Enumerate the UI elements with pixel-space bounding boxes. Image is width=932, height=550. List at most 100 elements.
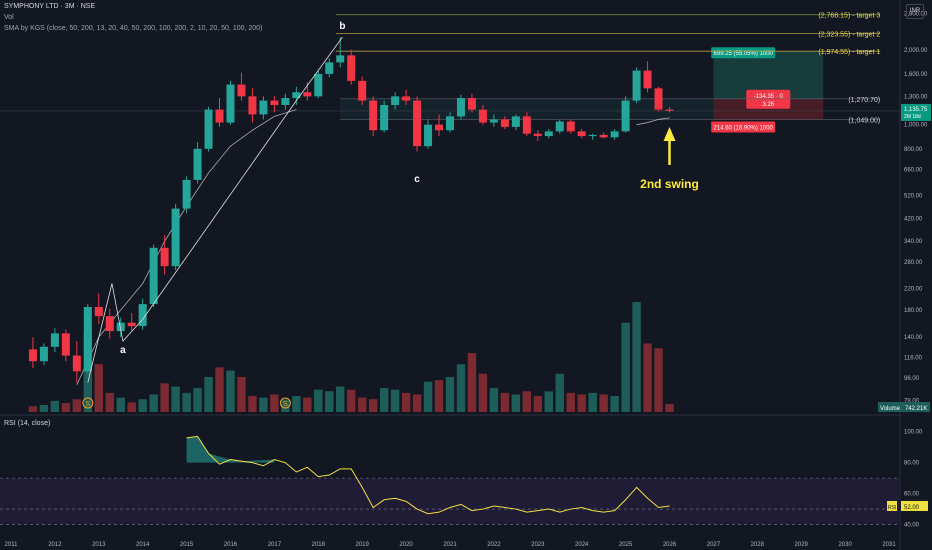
candle[interactable] xyxy=(402,96,411,101)
candle[interactable] xyxy=(555,121,564,132)
candle[interactable] xyxy=(435,124,444,131)
candle[interactable] xyxy=(83,307,92,372)
candle[interactable] xyxy=(72,355,81,372)
candle[interactable] xyxy=(654,88,663,110)
candle[interactable] xyxy=(456,98,465,117)
candle[interactable] xyxy=(413,100,422,147)
candle[interactable] xyxy=(325,62,334,74)
currency-button[interactable]: INR xyxy=(906,4,924,19)
candle[interactable] xyxy=(171,208,180,267)
volume-bar xyxy=(467,353,477,412)
volume-bar xyxy=(303,397,312,412)
candle[interactable] xyxy=(182,179,191,209)
candle[interactable] xyxy=(643,70,652,89)
price-tick: 340.00 xyxy=(904,239,923,245)
time-tick: 2029 xyxy=(795,542,809,548)
candle[interactable] xyxy=(347,55,356,81)
candle[interactable] xyxy=(138,304,147,327)
candle[interactable] xyxy=(467,98,476,110)
profit-label-bg xyxy=(711,47,776,59)
price-tick: 280.00 xyxy=(904,260,923,266)
candle[interactable] xyxy=(446,116,454,131)
price-tick: 800.00 xyxy=(904,147,923,153)
sma-line-2[interactable] xyxy=(636,117,670,126)
candle[interactable] xyxy=(566,121,575,132)
volume-bar xyxy=(94,364,103,412)
candle[interactable] xyxy=(116,322,125,332)
candle[interactable] xyxy=(259,100,268,115)
candle[interactable] xyxy=(533,133,542,137)
candle[interactable] xyxy=(610,131,619,138)
candle[interactable] xyxy=(50,333,59,347)
candle[interactable] xyxy=(380,104,389,131)
candle[interactable] xyxy=(94,307,103,317)
candle[interactable] xyxy=(665,109,674,111)
time-tick: 2030 xyxy=(838,542,852,548)
candle[interactable] xyxy=(237,84,246,97)
candle[interactable] xyxy=(248,96,257,115)
range-zone xyxy=(340,98,714,120)
candle[interactable] xyxy=(489,119,498,123)
price-tick: 2,000.00 xyxy=(904,48,928,54)
candle[interactable] xyxy=(270,100,279,105)
rsi-line[interactable] xyxy=(186,435,670,515)
candle[interactable] xyxy=(105,316,114,332)
abc-wave-line[interactable] xyxy=(87,36,343,383)
volume-legend[interactable]: Vol xyxy=(4,14,14,21)
time-tick: 2026 xyxy=(663,542,677,548)
volume-bar xyxy=(610,396,619,412)
loss-zone[interactable] xyxy=(713,98,824,120)
rsi-tick: 40.00 xyxy=(904,523,920,529)
candle[interactable] xyxy=(160,247,169,267)
volume-bar xyxy=(434,380,444,412)
candle[interactable] xyxy=(522,116,531,134)
candle[interactable] xyxy=(204,109,213,149)
split-marker[interactable] xyxy=(82,397,94,409)
candle[interactable] xyxy=(39,346,48,362)
candle[interactable] xyxy=(424,124,433,147)
split-marker[interactable] xyxy=(279,397,291,409)
candle[interactable] xyxy=(588,134,597,137)
candle[interactable] xyxy=(632,70,641,101)
candle[interactable] xyxy=(226,84,235,123)
candle[interactable] xyxy=(369,100,378,131)
rsi-legend[interactable]: RSI (14, close) xyxy=(4,420,51,427)
profit-label: 699.25 (55.05%) 1000 xyxy=(714,51,774,57)
candle[interactable] xyxy=(127,322,136,327)
candle[interactable] xyxy=(336,55,345,63)
candle[interactable] xyxy=(599,134,608,138)
candle[interactable] xyxy=(391,96,400,105)
candle[interactable] xyxy=(500,119,509,127)
volume-bar xyxy=(171,386,180,412)
candle[interactable] xyxy=(544,131,553,137)
rsi-band xyxy=(0,478,900,525)
sma-legend[interactable]: SMA by KGS (close, 50, 200, 13, 20, 40, … xyxy=(4,25,263,32)
volume-bar xyxy=(248,396,257,412)
volume-bar xyxy=(401,392,411,412)
candle[interactable] xyxy=(149,247,158,305)
target-label: (2,768.15) - target 3 xyxy=(818,13,880,20)
loss-label: 214.60 (16.90%) 1000 xyxy=(714,126,774,132)
rsi-tag-label-bg xyxy=(887,500,897,511)
candle[interactable] xyxy=(577,131,586,137)
candle[interactable] xyxy=(292,92,301,99)
center-label-bg xyxy=(746,89,791,109)
candle[interactable] xyxy=(478,109,487,123)
candle[interactable] xyxy=(621,100,630,132)
candle[interactable] xyxy=(303,92,312,97)
candle[interactable] xyxy=(314,73,323,97)
volume-bar xyxy=(423,381,433,412)
volume-bar xyxy=(314,389,323,412)
candle[interactable] xyxy=(358,80,367,101)
candle[interactable] xyxy=(28,349,37,362)
candle[interactable] xyxy=(193,148,202,180)
symbol-title[interactable]: SYMPHONY LTD · 3M · NSE xyxy=(4,3,96,10)
candle[interactable] xyxy=(215,109,224,123)
volume-bar xyxy=(599,394,608,412)
candle[interactable] xyxy=(511,116,520,127)
price-tick: 78.00 xyxy=(904,398,920,404)
candle[interactable] xyxy=(61,333,70,356)
volume-bar xyxy=(138,399,147,412)
candle[interactable] xyxy=(281,98,290,105)
